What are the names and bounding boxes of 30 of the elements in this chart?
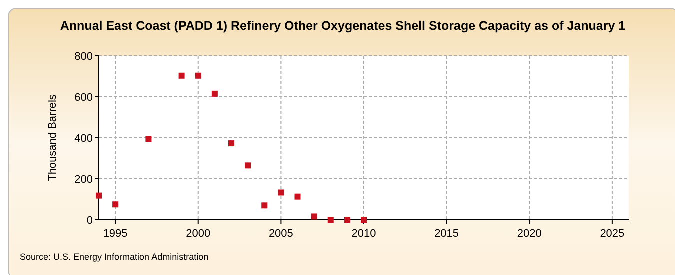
- point: [228, 140, 234, 147]
- y-axis-title: Thousand Barrels: [47, 94, 59, 182]
- point: [278, 190, 284, 196]
- y-tick-label: 600: [74, 92, 93, 104]
- point: [311, 214, 318, 220]
- x-tick-label: 2015: [434, 228, 460, 240]
- x-tick-label: 2010: [352, 228, 376, 240]
- point: [262, 202, 268, 209]
- point: [195, 72, 202, 79]
- x-tick-label: 2000: [186, 228, 211, 240]
- x-tick-label: 2025: [600, 228, 625, 240]
- point: [178, 72, 185, 79]
- x-tick-label: 2020: [517, 228, 542, 240]
- point: [212, 90, 218, 97]
- point: [328, 217, 334, 223]
- point: [146, 136, 152, 142]
- point: [245, 162, 252, 169]
- source-note: Source: U.S. Energy Information Administration: [20, 252, 209, 262]
- y-tick-label: 0: [86, 215, 93, 227]
- point: [96, 192, 102, 199]
- chart-title: Annual East Coast (PADD 1) Refinery Other Oxygenates Shell Storage Capacity as of January 1: [60, 19, 626, 33]
- y-tick-label: 800: [74, 51, 93, 63]
- point: [112, 202, 119, 208]
- x-tick-label: 2005: [268, 228, 294, 240]
- x-tick-label: 1995: [103, 228, 128, 240]
- point: [294, 194, 301, 200]
- y-tick-label: 400: [74, 133, 93, 145]
- y-tick-label: 200: [74, 174, 93, 186]
- point: [361, 217, 367, 223]
- point: [344, 217, 350, 223]
